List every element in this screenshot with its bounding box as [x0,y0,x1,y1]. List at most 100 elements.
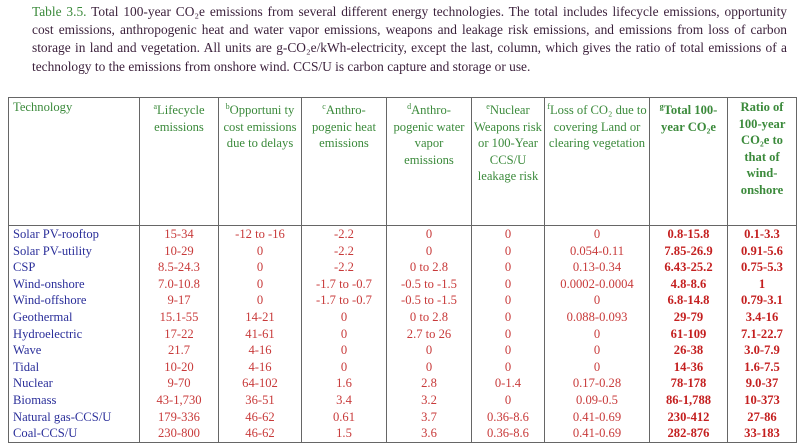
value-cell: 0 [301,342,387,359]
technology-cell: Natural gas-CCS/U [8,408,140,426]
value-cell: 2.8 [386,375,472,392]
column-header: fLoss of CO₂ due to covering Land or cle… [544,97,650,226]
column-header: Ratio of 100-year CO₂e to that of wind- … [727,97,797,226]
value-cell: 0 to 2.8 [386,308,472,326]
column-header-label: Total 100-year CO₂e [661,103,718,134]
table-row: Tidal 10-20 4-16 0 0 0 0 14-36 1.6-7.5 [8,358,797,376]
value-cell: 27-86 [727,408,797,426]
technology-cell: Nuclear [8,375,140,392]
table-row: Wind-offshore 9-17 0 -1.7 to -0.7 -0.5 to -1… [8,292,797,309]
value-cell: 29-79 [649,308,728,326]
value-cell: 0 [471,242,545,260]
value-cell: 282-876 [649,425,728,443]
technology-cell: Biomass [8,391,140,409]
value-cell: 0 [544,325,650,343]
caption-label: Table 3.5. [32,4,87,19]
value-cell: 8.5-24.3 [139,259,219,276]
value-cell: 0.088-0.093 [544,308,650,326]
value-cell: 33-183 [727,425,797,443]
value-cell: 0 [386,242,472,260]
value-cell: 0 [471,342,545,359]
value-cell: 0 [301,358,387,376]
table-row: CSP 8.5-24.3 0 -2.2 0 to 2.8 0 0.13-0.34 6.43-2… [8,259,797,276]
value-cell: 0 [218,275,302,293]
value-cell: 0 [471,391,545,409]
value-cell: 0.09-0.5 [544,391,650,409]
value-cell: 41-61 [218,325,302,343]
value-cell: 0.1-3.3 [727,225,797,243]
footnote-marker: a [153,102,157,111]
value-cell: 1.5 [301,425,387,443]
value-cell: 0 to 2.8 [386,259,472,276]
table-row: Hydroelectric 17-22 41-61 0 2.7 to 26 0 0 61-10… [8,325,797,343]
value-cell: 2.7 to 26 [386,325,472,343]
value-cell: 0.41-0.69 [544,425,650,443]
technology-cell: Wind-onshore [8,275,140,293]
value-cell: 7.85-26.9 [649,242,728,260]
value-cell: 0 [471,259,545,276]
value-cell: 0.0002-0.0004 [544,275,650,293]
value-cell: 46-62 [218,408,302,426]
value-cell: -2.2 [301,259,387,276]
value-cell: 0.36-8.6 [471,425,545,443]
value-cell: 21.7 [139,342,219,359]
value-cell: -1.7 to -0.7 [301,292,387,309]
column-header-label: Opportuni ty cost emissions due to delay… [223,103,297,151]
value-cell: 1.6 [301,375,387,392]
value-cell: 0.61 [301,408,387,426]
value-cell: 14-21 [218,308,302,326]
value-cell: 0.17-0.28 [544,375,650,392]
table-row: Coal-CCS/U 230-800 46-62 1.5 3.6 0.36-8.6 0.41… [8,425,797,443]
value-cell: 179-336 [139,408,219,426]
table-row: Geothermal 15.1-55 14-21 0 0 to 2.8 0 0.088-0.… [8,308,797,326]
column-header: aLifecycle emissions [139,97,219,226]
table-row: Solar PV-utility 10-29 0 -2.2 0 0 0.054-0.11 7.… [8,242,797,260]
value-cell: 0 [471,275,545,293]
value-cell: 0 [544,342,650,359]
value-cell: 9-17 [139,292,219,309]
value-cell: 10-29 [139,242,219,260]
value-cell: 1 [727,275,797,293]
value-cell: 43-1,730 [139,391,219,409]
value-cell: 0 [386,225,472,243]
value-cell: 15-34 [139,225,219,243]
column-header-label: Technology [13,100,73,114]
value-cell: 3.6 [386,425,472,443]
column-header: eNuclear Weapons risk or 100-Year CCS/U … [471,97,545,226]
value-cell: 10-20 [139,358,219,376]
value-cell: 0.79-3.1 [727,292,797,309]
value-cell: 0 [544,358,650,376]
value-cell: 0.8-15.8 [649,225,728,243]
value-cell: 10-373 [727,391,797,409]
value-cell: 7.1-22.7 [727,325,797,343]
value-cell: 64-102 [218,375,302,392]
column-header-label: Loss of CO₂ due to covering Land or clea… [548,103,647,151]
value-cell: 0.36-8.6 [471,408,545,426]
table-row: Wind-onshore 7.0-10.8 0 -1.7 to -0.7 -0.5 to… [8,275,797,293]
value-cell: -1.7 to -0.7 [301,275,387,293]
value-cell: 0.41-0.69 [544,408,650,426]
caption-text: Total 100-year CO₂e emissions from sever… [32,4,787,74]
value-cell: 0 [301,308,387,326]
technology-cell: Solar PV-rooftop [8,225,140,243]
value-cell: 26-38 [649,342,728,359]
emissions-table: Technology aLifecycle emissions bOpportuni… [8,97,797,443]
value-cell: 17-22 [139,325,219,343]
value-cell: 7.0-10.8 [139,275,219,293]
table-row: Biomass 43-1,730 36-51 3.4 3.2 0 0.09-0.5 86-1,… [8,391,797,409]
column-header-label: Anthro- pogenic water vapor emissions [393,103,465,167]
value-cell: 15.1-55 [139,308,219,326]
value-cell: 78-178 [649,375,728,392]
value-cell: 0-1.4 [471,375,545,392]
value-cell: 46-62 [218,425,302,443]
footnote-marker: b [225,102,230,111]
header-row: Technology aLifecycle emissions bOpportuni… [8,97,797,226]
technology-cell: Wave [8,342,140,359]
footnote-marker: g [659,102,664,111]
technology-cell: Tidal [8,358,140,376]
value-cell: 0 [471,225,545,243]
value-cell: 6.8-14.8 [649,292,728,309]
technology-cell: CSP [8,259,140,276]
value-cell: 0 [471,358,545,376]
value-cell: -0.5 to -1.5 [386,292,472,309]
